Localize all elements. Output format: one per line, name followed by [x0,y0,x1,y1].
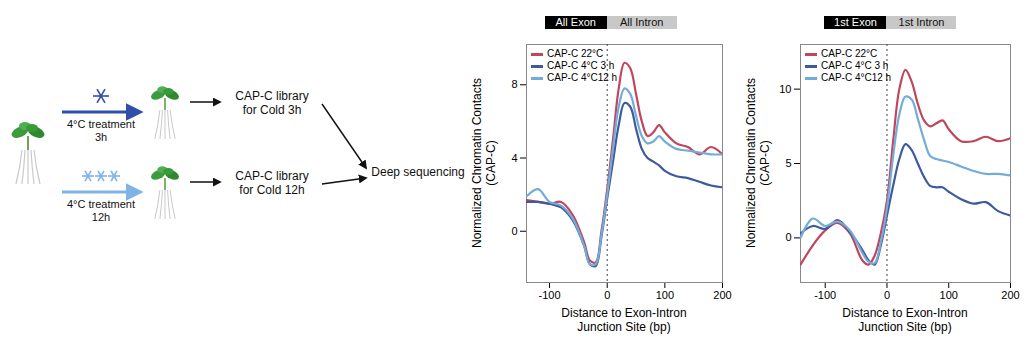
svg-text:5: 5 [785,157,791,169]
html-text:Junction Site (bp): Junction Site (bp) [858,320,952,334]
html-text:All Intron: All Intron [620,16,664,28]
html-text:Distance to Exon-Intron: Distance to Exon-Intron [842,306,968,320]
svg-text:0: 0 [604,289,610,301]
svg-text:100: 100 [656,289,674,301]
svg-text:-100: -100 [539,289,561,301]
svg-text:100: 100 [940,289,958,301]
svg-text:CAP-C libraryfor Cold 12h: CAP-C libraryfor Cold 12h [235,169,308,197]
html-text:Normalized Chromatin Contacts: Normalized Chromatin Contacts [744,78,758,248]
html-text:(CAP-C): (CAP-C) [758,140,772,186]
svg-text:0: 0 [785,231,791,243]
html-text:CAP-C 4°C 3 h: CAP-C 4°C 3 h [821,60,889,71]
svg-text:0: 0 [884,289,890,301]
svg-text:8: 8 [511,78,517,90]
html-text:Normalized Chromatin Contacts: Normalized Chromatin Contacts [470,78,484,248]
svg-text:200: 200 [713,289,731,301]
html-text:CAP-C 4°C12 h: CAP-C 4°C12 h [547,72,618,83]
svg-text:Deep sequencing: Deep sequencing [371,165,464,179]
html-text:CAP-C 4°C12 h: CAP-C 4°C12 h [821,72,892,83]
svg-text:-100: -100 [814,289,836,301]
html-text:Distance to Exon-Intron: Distance to Exon-Intron [561,306,687,320]
svg-text:200: 200 [1001,289,1019,301]
html-text:Junction Site (bp): Junction Site (bp) [577,320,671,334]
html-text:CAP-C 22°C: CAP-C 22°C [821,48,878,59]
html-text:1st Intron: 1st Intron [898,16,945,28]
svg-text:4°C treatment3h: 4°C treatment3h [67,118,135,143]
html-text:1st Exon: 1st Exon [834,16,877,28]
html-text:(CAP-C): (CAP-C) [484,140,498,186]
svg-text:4: 4 [511,152,517,164]
html-text:All Exon: All Exon [555,16,596,28]
svg-text:CAP-C libraryfor Cold 3h: CAP-C libraryfor Cold 3h [235,89,308,117]
svg-text:10: 10 [779,83,791,95]
html-text:CAP-C 4°C 3 h: CAP-C 4°C 3 h [547,60,615,71]
svg-text:4°C treatment12h: 4°C treatment12h [67,198,135,223]
svg-text:0: 0 [511,225,517,237]
html-text:CAP-C 22°C: CAP-C 22°C [547,48,604,59]
